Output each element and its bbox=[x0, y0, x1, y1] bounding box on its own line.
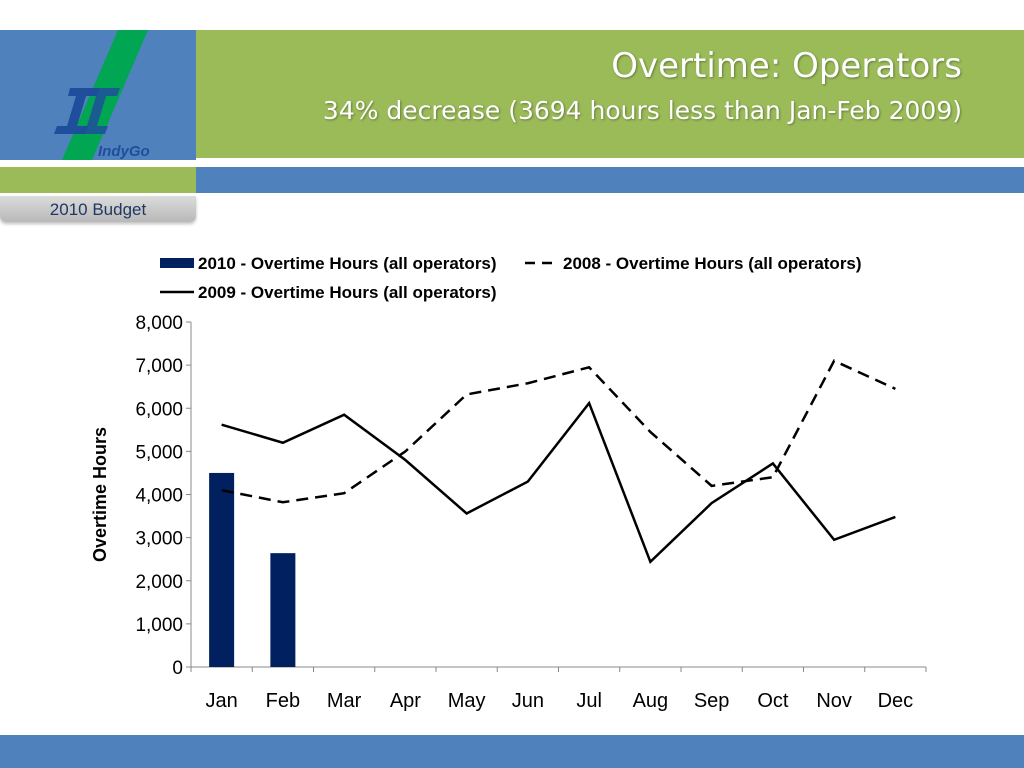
x-tick-label: Jan bbox=[206, 690, 238, 712]
x-tick-label: May bbox=[448, 690, 486, 712]
legend-label: 2008 - Overtime Hours (all operators) bbox=[563, 254, 862, 273]
y-tick-label: 3,000 bbox=[135, 529, 183, 550]
x-tick-label: Oct bbox=[757, 690, 789, 712]
x-tick-label: Jul bbox=[576, 690, 602, 712]
bar-feb bbox=[270, 553, 296, 667]
y-tick-label: 6,000 bbox=[135, 399, 183, 420]
legend-label: 2009 - Overtime Hours (all operators) bbox=[198, 283, 497, 302]
x-tick-label: Sep bbox=[694, 690, 730, 712]
y-tick-label: 7,000 bbox=[135, 356, 183, 377]
x-tick-label: Nov bbox=[816, 690, 852, 712]
slide-title: Overtime: Operators bbox=[611, 46, 962, 86]
x-tick-label: Aug bbox=[633, 690, 669, 712]
x-tick-label: Mar bbox=[327, 690, 362, 712]
legend-swatch-bar bbox=[160, 258, 194, 268]
logo-text: IndyGo bbox=[98, 143, 150, 160]
blue-stripe bbox=[196, 167, 1024, 193]
y-axis-label: Overtime Hours bbox=[90, 427, 110, 562]
legend-label: 2010 - Overtime Hours (all operators) bbox=[198, 254, 497, 273]
section-tab[interactable]: 2010 Budget bbox=[0, 196, 196, 222]
x-tick-label: Jun bbox=[512, 690, 544, 712]
overtime-chart: 0 1,000 2,000 3,000 4,000 5,000 6,000 7,000 8,00… bbox=[90, 254, 927, 712]
y-tick-label: 2,000 bbox=[135, 572, 183, 593]
x-tick-label: Dec bbox=[878, 690, 914, 712]
series-line-1 bbox=[221, 359, 896, 504]
series-line-2 bbox=[221, 400, 896, 564]
slide-subtitle: 34% decrease (3694 hours less than Jan-F… bbox=[322, 96, 962, 125]
green-stripe bbox=[0, 167, 196, 193]
y-tick-label: 8,000 bbox=[135, 313, 183, 334]
y-tick-label: 4,000 bbox=[135, 486, 183, 507]
y-tick-label: 1,000 bbox=[135, 615, 183, 636]
y-tick-label: 0 bbox=[172, 658, 183, 679]
bar-jan bbox=[209, 472, 235, 667]
footer-band bbox=[0, 735, 1024, 768]
x-tick-label: Feb bbox=[266, 690, 300, 712]
y-tick-label: 5,000 bbox=[135, 442, 183, 463]
x-tick-label: Apr bbox=[390, 690, 421, 712]
logo: IndyGo bbox=[0, 30, 196, 160]
